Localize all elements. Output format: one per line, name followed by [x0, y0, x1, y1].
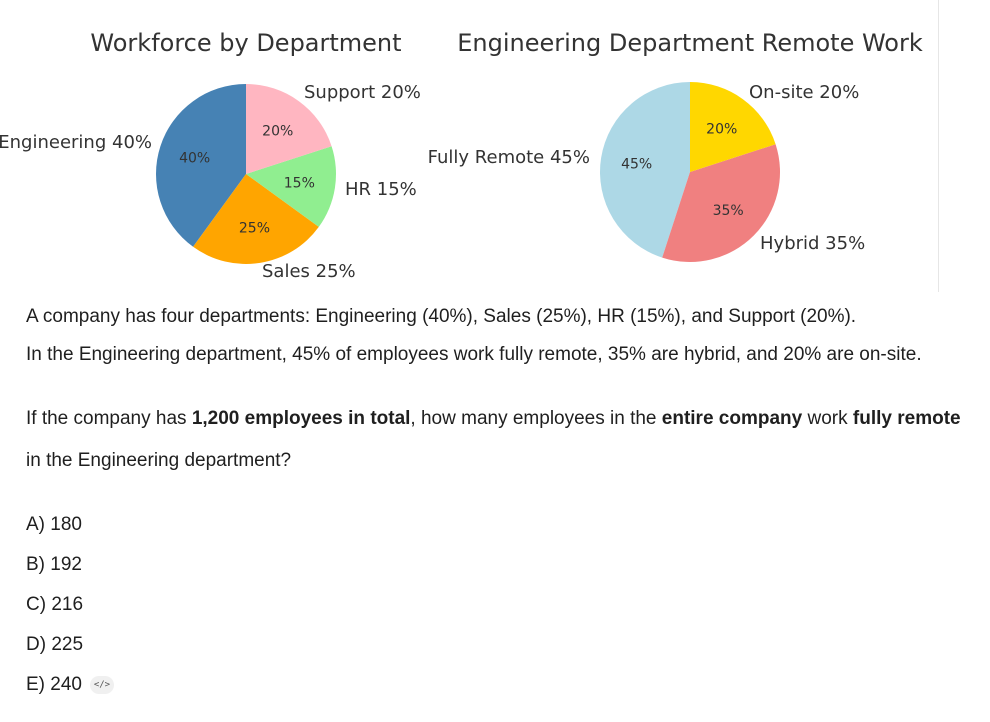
workforce-pie: 40% Engineering 40% 25% Sales 25% 15% HR 15% 2… — [0, 82, 421, 282]
pie-slice-support — [246, 84, 332, 174]
answer-option-b[interactable]: B) 192 — [26, 554, 82, 575]
problem-line-engineering: In the Engineering department, 45% of em… — [26, 344, 922, 365]
pie-slice-sales — [193, 174, 319, 264]
remote-work-pie: 45% Fully Remote 45% 35% Hybrid 35% 20% On-si… — [428, 81, 865, 263]
question-text: work — [802, 408, 853, 429]
pie-category-label: Hybrid 35% — [760, 233, 865, 254]
pie-category-label: HR 15% — [345, 179, 417, 200]
pie-category-label: On-site 20% — [749, 82, 859, 103]
pie-pct-label: 40% — [179, 150, 210, 166]
pie-category-label: Support 20% — [304, 82, 421, 103]
answer-option-c[interactable]: C) 216 — [26, 594, 84, 615]
question-line-2: in the Engineering department? — [26, 450, 292, 471]
pie-category-label: Fully Remote 45% — [428, 147, 590, 168]
code-icon[interactable]: </> — [89, 675, 114, 694]
pie-slice-engineering — [156, 84, 246, 247]
answer-option-a[interactable]: A) 180 — [26, 514, 82, 535]
pie-pct-label: 35% — [713, 203, 744, 219]
pie-pct-label: 15% — [284, 175, 315, 191]
pie-pct-label: 25% — [239, 220, 270, 236]
chart-title-workforce: Workforce by Department — [90, 29, 401, 57]
pie-slice-hybrid — [662, 144, 781, 263]
pie-category-label: Engineering 40% — [0, 132, 152, 153]
pie-slice-hr — [246, 146, 336, 227]
pie-pct-label: 20% — [262, 123, 293, 139]
question-line: If the company has 1,200 employees in to… — [26, 408, 961, 430]
pie-slice-on-site — [690, 82, 776, 172]
answer-option-e[interactable]: E) 240 </> — [26, 674, 114, 696]
question-text: , how many employees in the — [410, 408, 662, 429]
answer-option-e-label: E) 240 — [26, 674, 82, 695]
question-emphasis-company: entire company — [661, 408, 803, 429]
pie-slice-fully-remote — [600, 81, 690, 258]
pie-category-label: Sales 25% — [262, 261, 356, 282]
question-text: If the company has — [26, 408, 192, 429]
pie-pct-label: 20% — [706, 121, 737, 137]
problem-line-departments: A company has four departments: Engineer… — [26, 306, 857, 327]
pie-charts-figure: Workforce by Department Engineering Depa… — [0, 29, 923, 282]
question-emphasis-total: 1,200 employees in total — [191, 408, 411, 429]
chart-title-remote-work: Engineering Department Remote Work — [457, 29, 923, 57]
answer-option-d[interactable]: D) 225 — [26, 634, 84, 655]
question-emphasis-remote: fully remote — [852, 408, 961, 429]
panel-divider — [938, 0, 939, 292]
pie-pct-label: 45% — [621, 157, 652, 173]
